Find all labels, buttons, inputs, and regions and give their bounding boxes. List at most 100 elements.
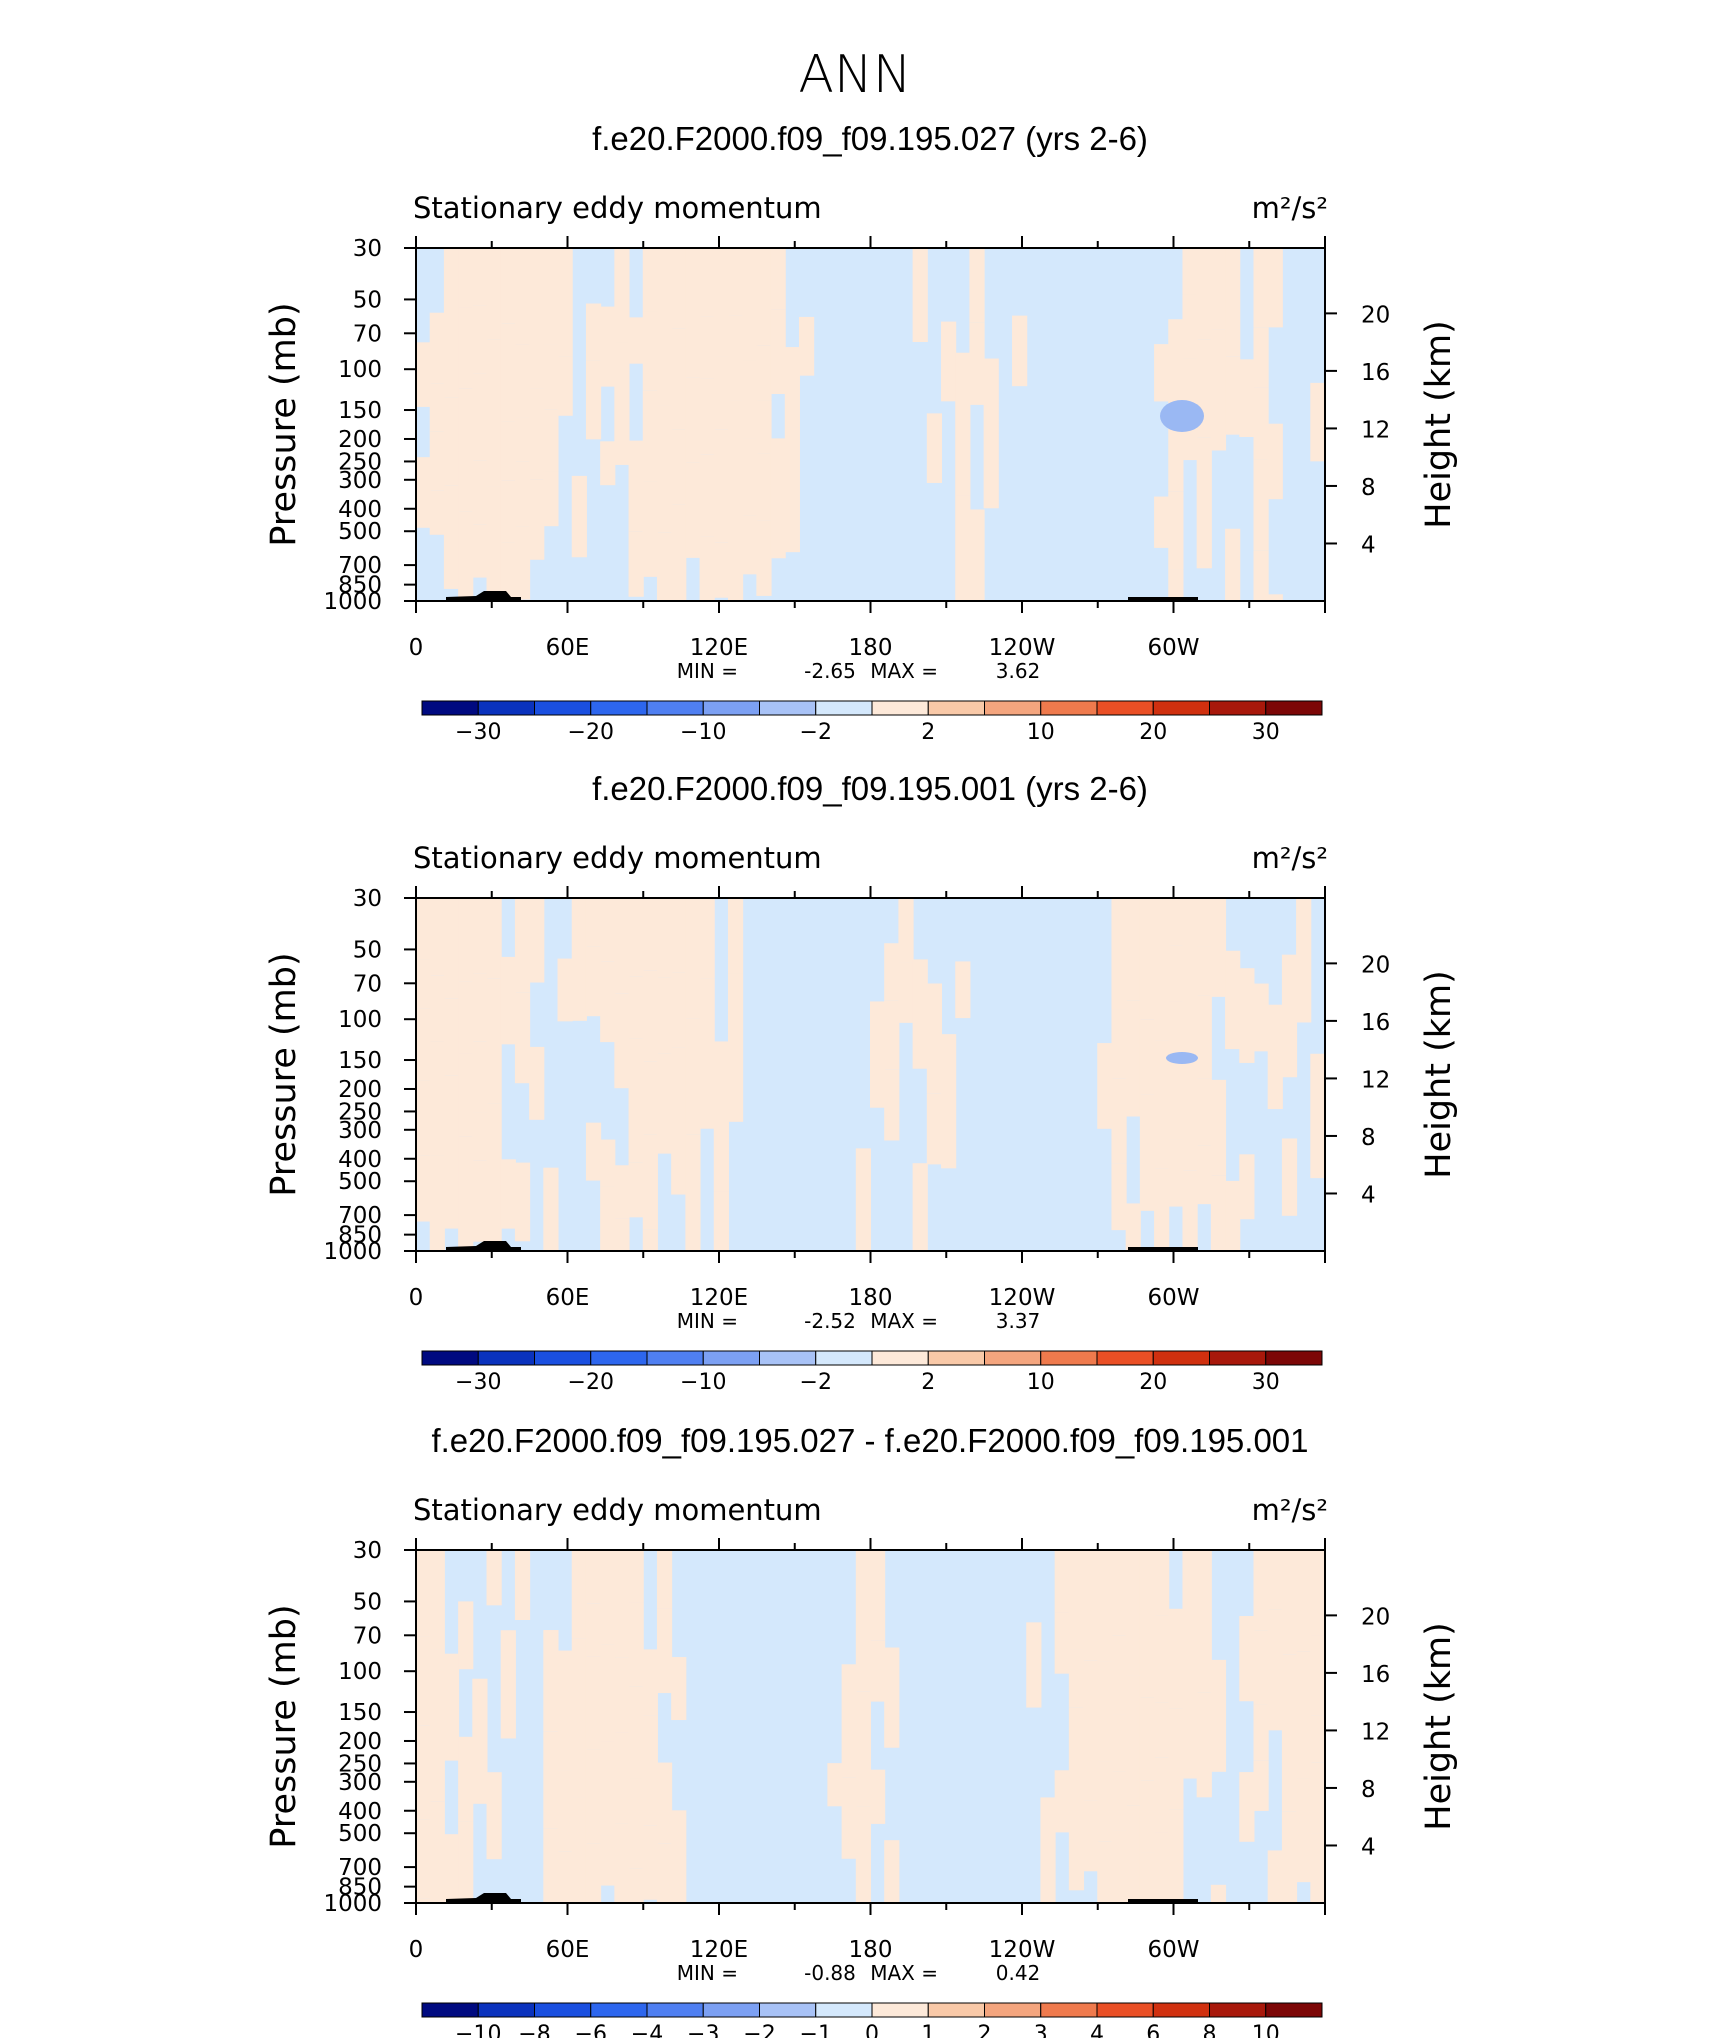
contour-region (500, 248, 516, 324)
contour-region (585, 303, 602, 361)
contour-region (1068, 1649, 1085, 1708)
contour-region (1111, 1078, 1127, 1164)
colorbar-label: 0 (865, 2022, 879, 2038)
x-tick-label: 0 (409, 1285, 424, 1311)
contour-region (514, 248, 531, 345)
contour-region (1253, 1550, 1269, 1631)
contour-region (443, 485, 460, 589)
contour-region (1296, 1550, 1312, 1652)
y-tick-right-label: 16 (1361, 1010, 1390, 1036)
panel-1: f.e20.F2000.f09_f09.195.027 (yrs 2-6) Sta… (264, 120, 1459, 745)
contour-region (486, 248, 502, 340)
colorbar-label: 30 (1252, 720, 1280, 745)
contour-region (656, 977, 673, 1054)
colorbar-label: 6 (1146, 2022, 1160, 2038)
contour-region (671, 1657, 687, 1721)
contour-region (1068, 1707, 1085, 1774)
contour-region (429, 1041, 445, 1156)
contour-region (585, 1749, 602, 1844)
contour-region (571, 898, 587, 1021)
max-value: 3.37 (996, 1309, 1041, 1333)
contour-region (472, 305, 488, 374)
contour-region (1253, 1704, 1269, 1761)
contour-region (628, 1686, 644, 1779)
contour-region (1168, 1053, 1184, 1140)
y-tick-right-label: 4 (1361, 1834, 1376, 1860)
contour-region (557, 248, 573, 357)
colorbar-label: −2 (743, 2022, 775, 2038)
y-tick-label: 70 (353, 1623, 382, 1649)
contour-region (756, 248, 772, 346)
contour-region (416, 342, 431, 407)
contour-region (1267, 1004, 1283, 1110)
contour-region (416, 959, 431, 1009)
colorbar-box (1040, 1350, 1098, 1366)
contour-region (1154, 1615, 1170, 1703)
contour-region (585, 1122, 602, 1181)
contour-region (1296, 1651, 1312, 1779)
contour-region (614, 993, 630, 1089)
contour-region (713, 1041, 729, 1192)
panel-title: f.e20.F2000.f09_f09.195.027 - f.e20.F200… (431, 1422, 1308, 1459)
contour-region (628, 1038, 644, 1163)
contour-region (585, 1656, 602, 1750)
colorbar-label: 2 (921, 1370, 935, 1395)
contour-region (855, 1806, 871, 1903)
contour-region (1253, 1760, 1269, 1811)
contour-region (656, 532, 673, 601)
contour-region (784, 427, 800, 553)
contour-region (1168, 1608, 1184, 1709)
contour-region (1139, 1852, 1156, 1903)
contour-region (443, 898, 460, 999)
contour-region (656, 405, 673, 533)
contour-region (1225, 1180, 1241, 1251)
contour-region (870, 1640, 886, 1702)
contour-region (1296, 898, 1312, 1023)
contour-region (671, 429, 687, 505)
contour-region (1281, 1654, 1298, 1812)
contour-region (1210, 1659, 1227, 1772)
contour-region (1253, 327, 1269, 388)
colorbar-box (1209, 2002, 1267, 2018)
contour-region (1239, 359, 1255, 438)
max-label: MAX = (870, 659, 938, 683)
y-tick-label: 150 (338, 1048, 382, 1074)
contour-region (1154, 496, 1170, 548)
colorbar-box (1265, 1350, 1323, 1366)
contour-region (443, 1834, 460, 1903)
contour-region (1154, 1832, 1170, 1903)
contour-region (671, 1810, 687, 1903)
contour-region (656, 1550, 673, 1609)
figure-title: ANN (798, 45, 911, 105)
contour-region (429, 431, 445, 491)
contour-region (1139, 1697, 1156, 1781)
y-tick-right-label: 12 (1361, 417, 1390, 443)
contour-region (1083, 1550, 1099, 1661)
y-tick-label: 300 (338, 1770, 382, 1796)
contour-region (1168, 945, 1184, 1002)
colorbar-box (871, 2002, 929, 2018)
colorbar-box (646, 1350, 704, 1366)
contour-region (1125, 1675, 1141, 1806)
contour-region (557, 1650, 573, 1771)
contour-region (798, 316, 815, 376)
contour-region (543, 471, 559, 527)
contour-region (416, 1080, 431, 1156)
contour-region (642, 481, 658, 577)
contour-region (884, 1069, 900, 1141)
contour-region (685, 1134, 701, 1251)
y-tick-label: 500 (338, 1821, 382, 1847)
contour-region (1111, 1550, 1127, 1636)
y-tick-label: 30 (353, 236, 382, 262)
colorbar-label: 20 (1139, 1370, 1167, 1395)
contour-region (458, 1736, 474, 1822)
contour-region (500, 542, 516, 601)
colorbar-box (1152, 2002, 1210, 2018)
y-tick-right-label: 8 (1361, 1777, 1376, 1803)
max-label: MAX = (870, 1309, 938, 1333)
contour-region (1182, 1057, 1198, 1171)
contour-region (855, 1148, 871, 1251)
contour-region (770, 248, 786, 310)
contour-region (443, 1075, 460, 1229)
